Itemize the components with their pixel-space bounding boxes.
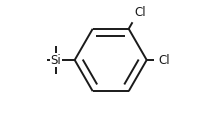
- Text: Si: Si: [51, 54, 62, 66]
- Text: Cl: Cl: [158, 54, 170, 66]
- Text: Cl: Cl: [135, 6, 146, 19]
